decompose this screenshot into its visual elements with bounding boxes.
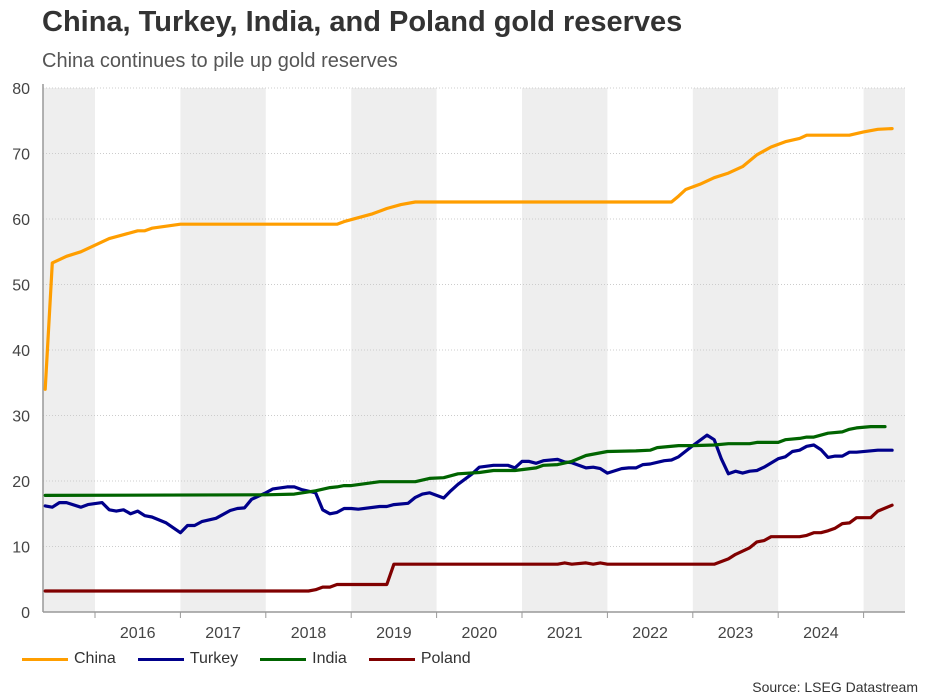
x-tick-label: 2022 bbox=[632, 625, 668, 642]
legend-item-turkey[interactable]: Turkey bbox=[137, 650, 239, 668]
y-tick-label: 40 bbox=[12, 343, 30, 360]
legend-item-china[interactable]: China bbox=[22, 650, 116, 668]
year-band-2021 bbox=[522, 88, 608, 612]
legend-label-china: China bbox=[74, 650, 116, 667]
x-tick-label: 2017 bbox=[205, 625, 241, 642]
legend-label-india: India bbox=[312, 650, 347, 667]
y-tick-label: 60 bbox=[12, 212, 30, 229]
series-line-china bbox=[43, 127, 894, 391]
year-band-2015 bbox=[43, 88, 95, 612]
x-tick-label: 2018 bbox=[291, 625, 327, 642]
legend-swatch-poland bbox=[368, 657, 415, 661]
x-tick-label: 2024 bbox=[803, 625, 839, 642]
legend-label-poland: Poland bbox=[420, 650, 471, 667]
y-tick-label: 10 bbox=[12, 540, 30, 557]
y-tick-label: 80 bbox=[12, 81, 30, 98]
legend-swatch-india bbox=[260, 657, 307, 661]
legend-item-poland[interactable]: Poland bbox=[368, 650, 471, 668]
legend: China Turkey India Poland bbox=[22, 650, 493, 668]
y-tick-label: 30 bbox=[12, 409, 30, 426]
y-tick-label: 20 bbox=[12, 474, 30, 491]
x-tick-label: 2019 bbox=[376, 625, 412, 642]
chart-title: China, Turkey, India, and Poland gold re… bbox=[42, 6, 683, 38]
year-band-2019 bbox=[351, 88, 437, 612]
legend-item-india[interactable]: India bbox=[260, 650, 347, 668]
x-tick-label: 2023 bbox=[718, 625, 754, 642]
y-tick-label: 0 bbox=[21, 605, 30, 622]
x-tick-label: 2020 bbox=[462, 625, 498, 642]
legend-label-turkey: Turkey bbox=[189, 650, 239, 667]
y-tick-label: 50 bbox=[12, 278, 30, 295]
chart-subtitle: China continues to pile up gold reserves bbox=[42, 50, 398, 72]
source-note: Source: LSEG Datastream bbox=[752, 679, 918, 695]
series-line-poland bbox=[43, 503, 894, 593]
x-tick-label: 2016 bbox=[120, 625, 156, 642]
x-tick-label: 2021 bbox=[547, 625, 583, 642]
year-band-2023 bbox=[692, 88, 779, 612]
series-line-turkey bbox=[43, 433, 894, 535]
legend-swatch-china bbox=[22, 657, 68, 661]
y-tick-label: 70 bbox=[12, 147, 30, 164]
legend-swatch-turkey bbox=[137, 657, 184, 661]
series-line-india bbox=[43, 425, 887, 497]
